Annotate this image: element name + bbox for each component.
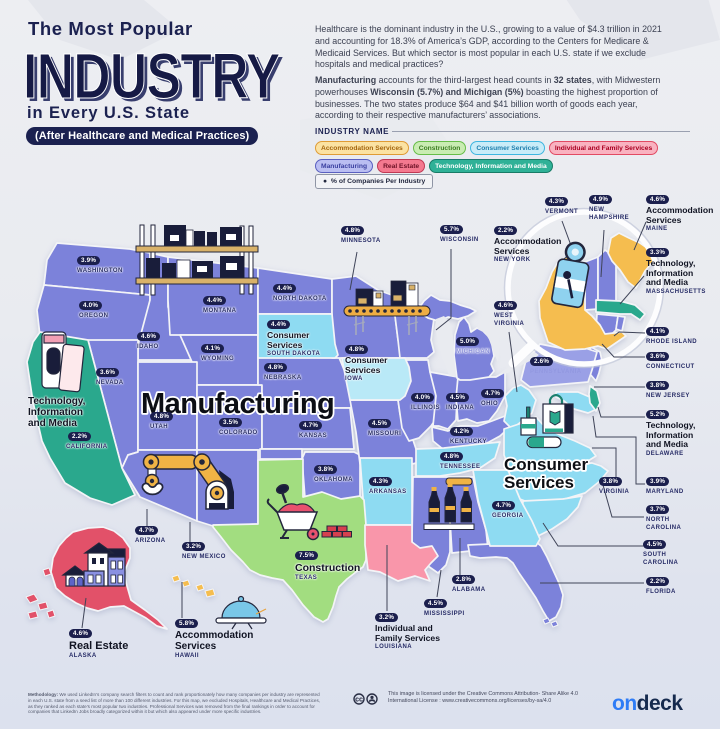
- svg-text:Consumer: Consumer: [504, 455, 588, 474]
- svg-text:cc: cc: [355, 697, 363, 704]
- svg-text:Manufacturing: Manufacturing: [141, 388, 334, 420]
- svg-text:Services: Services: [504, 473, 574, 492]
